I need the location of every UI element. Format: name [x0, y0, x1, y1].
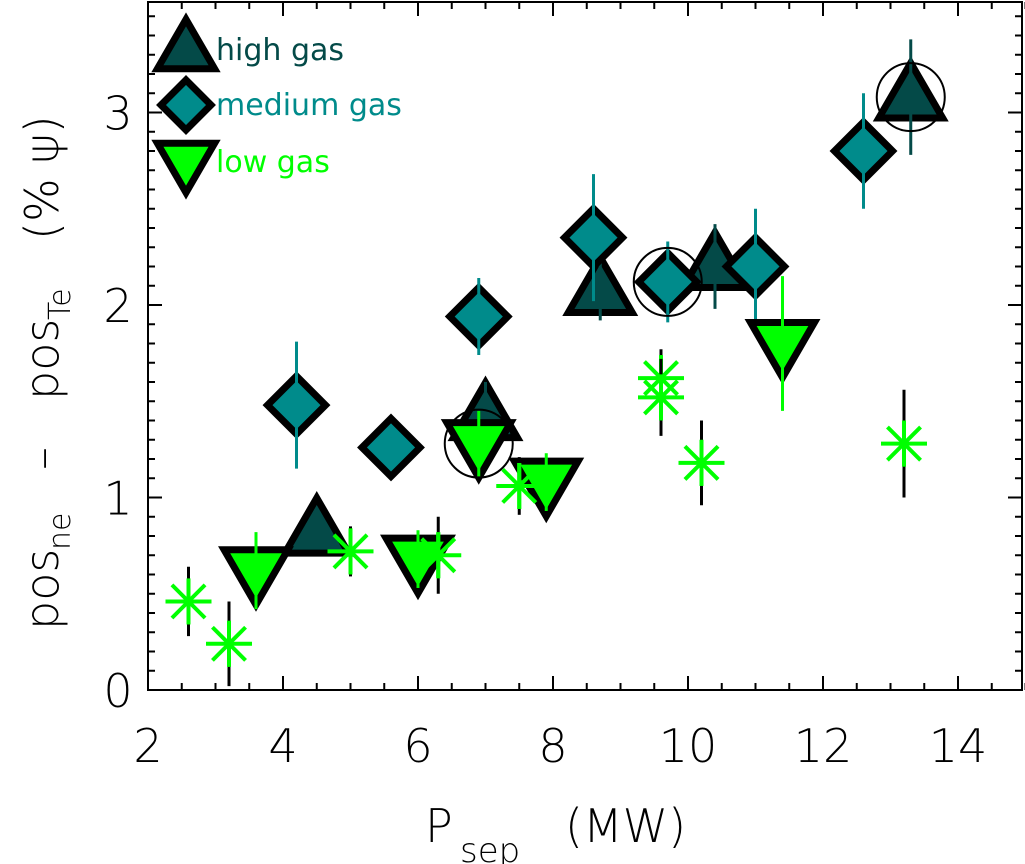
data-point [165, 566, 212, 637]
data-point [357, 413, 425, 482]
x-tick-label: 12 [794, 719, 853, 773]
x-tick-label: 4 [268, 719, 297, 773]
legend-label: high gas [216, 33, 344, 68]
y-axis-label-pos2: pos [15, 319, 69, 400]
data-point [380, 530, 456, 601]
x-axis-label-main: P [425, 799, 453, 853]
x-tick-label: 10 [659, 719, 718, 773]
plot-frame [147, 1, 1023, 691]
data-points [165, 39, 949, 687]
diamond-marker [156, 75, 216, 135]
triangle-down-marker [151, 139, 221, 200]
data-point [744, 276, 821, 411]
data-point [278, 491, 355, 557]
triangle-up-marker [151, 12, 221, 73]
y-tick-label: 3 [103, 87, 132, 141]
series-medium-gas [262, 93, 898, 482]
legend-label: low gas [216, 145, 330, 180]
data-point [415, 516, 462, 594]
x-tick-label: 2 [133, 719, 162, 773]
data-point [721, 208, 790, 325]
data-point [829, 93, 898, 209]
data-point [638, 358, 684, 436]
y-axis-label-pos1: pos [15, 549, 69, 630]
series-unlabeled-asterisk- [165, 349, 927, 687]
data-point [262, 341, 331, 469]
data-point [881, 389, 927, 498]
y-axis-label-unit: (% ψ) [15, 115, 69, 240]
data-point [559, 174, 628, 302]
legend-label: medium gas [216, 88, 402, 123]
data-point [678, 420, 725, 506]
legend-item-medium-gas: medium gas [156, 75, 402, 135]
x-axis-label-sub: sep [460, 831, 520, 864]
x-axis-label-unit: (MW) [565, 799, 686, 853]
highlight-circle [875, 62, 946, 133]
legend-item-low-gas: low gas [151, 139, 330, 200]
x-tick-label: 8 [538, 719, 567, 773]
x-tick-label: 14 [929, 719, 988, 773]
y-axis-label-sub1: ne [43, 513, 78, 550]
x-tick-label: 6 [403, 719, 432, 773]
highlight-circle [443, 408, 514, 479]
y-tick-label: 1 [103, 472, 132, 526]
y-tick-label: 2 [103, 279, 132, 333]
data-point [632, 241, 703, 323]
y-axis-label: pos ne – pos Te (% ψ) [15, 115, 78, 630]
data-point [872, 39, 949, 155]
y-axis-label-dash: – [15, 447, 69, 470]
series-low-gas [218, 276, 821, 612]
x-axis-label: P sep (MW) [425, 799, 686, 864]
legend-item-high-gas: high gas [151, 12, 344, 73]
y-tick-label: 0 [103, 664, 132, 718]
y-axis-label-sub2: Te [43, 288, 78, 320]
data-point [496, 457, 543, 515]
data-point [440, 408, 517, 485]
legend: high gas medium gas low gas [151, 12, 402, 200]
highlight-circle [632, 246, 703, 317]
triangle-up-marker [278, 491, 355, 557]
data-point [218, 532, 294, 612]
data-point [444, 278, 513, 356]
data-point [206, 601, 252, 687]
data-point [327, 526, 374, 577]
data-point [562, 250, 639, 321]
